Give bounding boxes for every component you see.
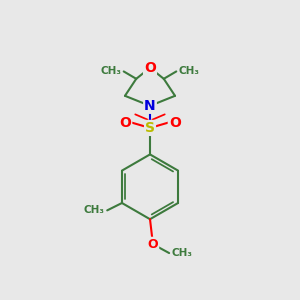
Text: O: O	[119, 116, 131, 130]
Text: O: O	[169, 116, 181, 130]
Text: O: O	[144, 61, 156, 75]
Text: CH₃: CH₃	[100, 66, 122, 76]
Text: O: O	[148, 238, 158, 251]
Text: N: N	[144, 99, 156, 113]
Text: CH₃: CH₃	[178, 66, 200, 76]
Text: CH₃: CH₃	[84, 206, 105, 215]
Text: CH₃: CH₃	[172, 248, 193, 258]
Text: S: S	[145, 121, 155, 135]
